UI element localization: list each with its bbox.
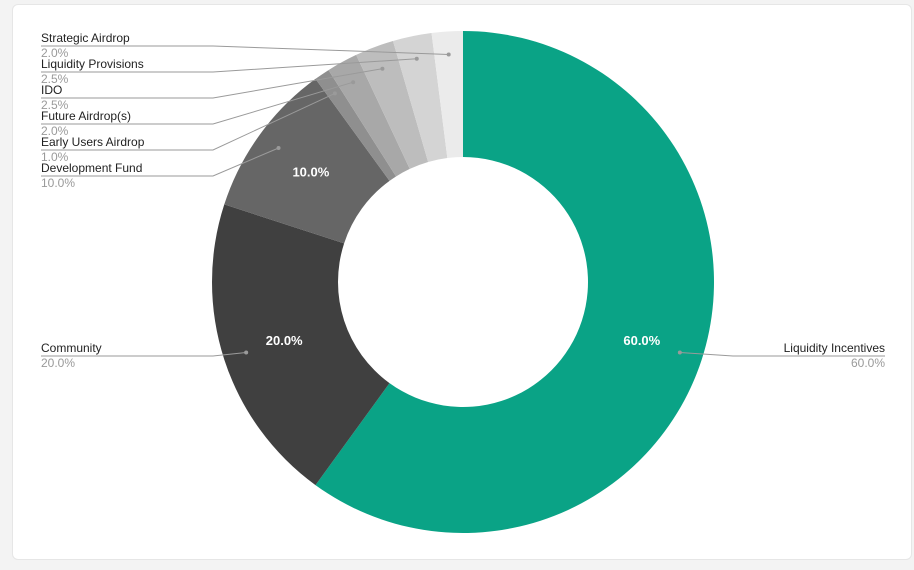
label-name-liquidity-provisions: Liquidity Provisions (41, 57, 144, 71)
leader-line-future-airdrop-s (41, 81, 354, 125)
inner-label-development-fund: 10.0% (292, 164, 329, 179)
leader-line-liquidity-incentives (679, 351, 885, 357)
slice-liquidity-provisions (392, 32, 448, 162)
leader-line-community (41, 351, 247, 357)
inner-labels-group: 60.0% 20.0% 10.0% (266, 164, 661, 348)
leader-line-liquidity-provisions (41, 58, 417, 73)
leader-line-development-fund (41, 147, 279, 177)
label-name-community: Community (41, 341, 102, 355)
slice-future-airdrop-s (328, 54, 410, 177)
label-name-strategic-airdrop: Strategic Airdrop (41, 31, 130, 45)
leader-dot-development-fund (276, 145, 281, 150)
inner-label-liquidity-incentives: 60.0% (623, 333, 660, 348)
label-name-liquidity-incentives: Liquidity Incentives (784, 341, 885, 355)
leader-lines-group (41, 45, 885, 357)
label-value-strategic-airdrop: 2.0% (41, 46, 69, 60)
label-value-ido: 2.5% (41, 98, 69, 112)
label-name-early-users-airdrop: Early Users Airdrop (41, 135, 145, 149)
chart-card: Liquidity Incentives 60.0% Community 20.0% D… (12, 4, 912, 560)
slices-group (212, 31, 715, 534)
label-value-liquidity-incentives: 60.0% (851, 356, 885, 370)
slice-development-fund (224, 78, 390, 244)
donut-chart: Liquidity Incentives60.0%Community20.0%D… (41, 31, 885, 534)
inner-label-community: 20.0% (266, 333, 303, 348)
slice-early-users-airdrop (315, 70, 397, 181)
leader-line-strategic-airdrop (41, 45, 449, 55)
label-value-early-users-airdrop: 1.0% (41, 150, 69, 164)
label-value-development-fund: 10.0% (41, 176, 75, 190)
label-name-future-airdrop-s: Future Airdrop(s) (41, 109, 131, 123)
label-value-liquidity-provisions: 2.5% (41, 72, 69, 86)
label-value-community: 20.0% (41, 356, 75, 370)
labels-group: Liquidity Incentives60.0%Community20.0%D… (41, 31, 885, 370)
slice-liquidity-incentives (315, 31, 715, 534)
slice-strategic-airdrop (431, 31, 463, 158)
slice-ido (356, 40, 429, 169)
label-name-development-fund: Development Fund (41, 161, 142, 175)
label-name-ido: IDO (41, 83, 62, 97)
leader-line-early-users-airdrop (41, 92, 336, 151)
leader-line-ido (41, 68, 383, 99)
label-value-future-airdrop-s: 2.0% (41, 124, 69, 138)
slice-community (212, 204, 390, 486)
